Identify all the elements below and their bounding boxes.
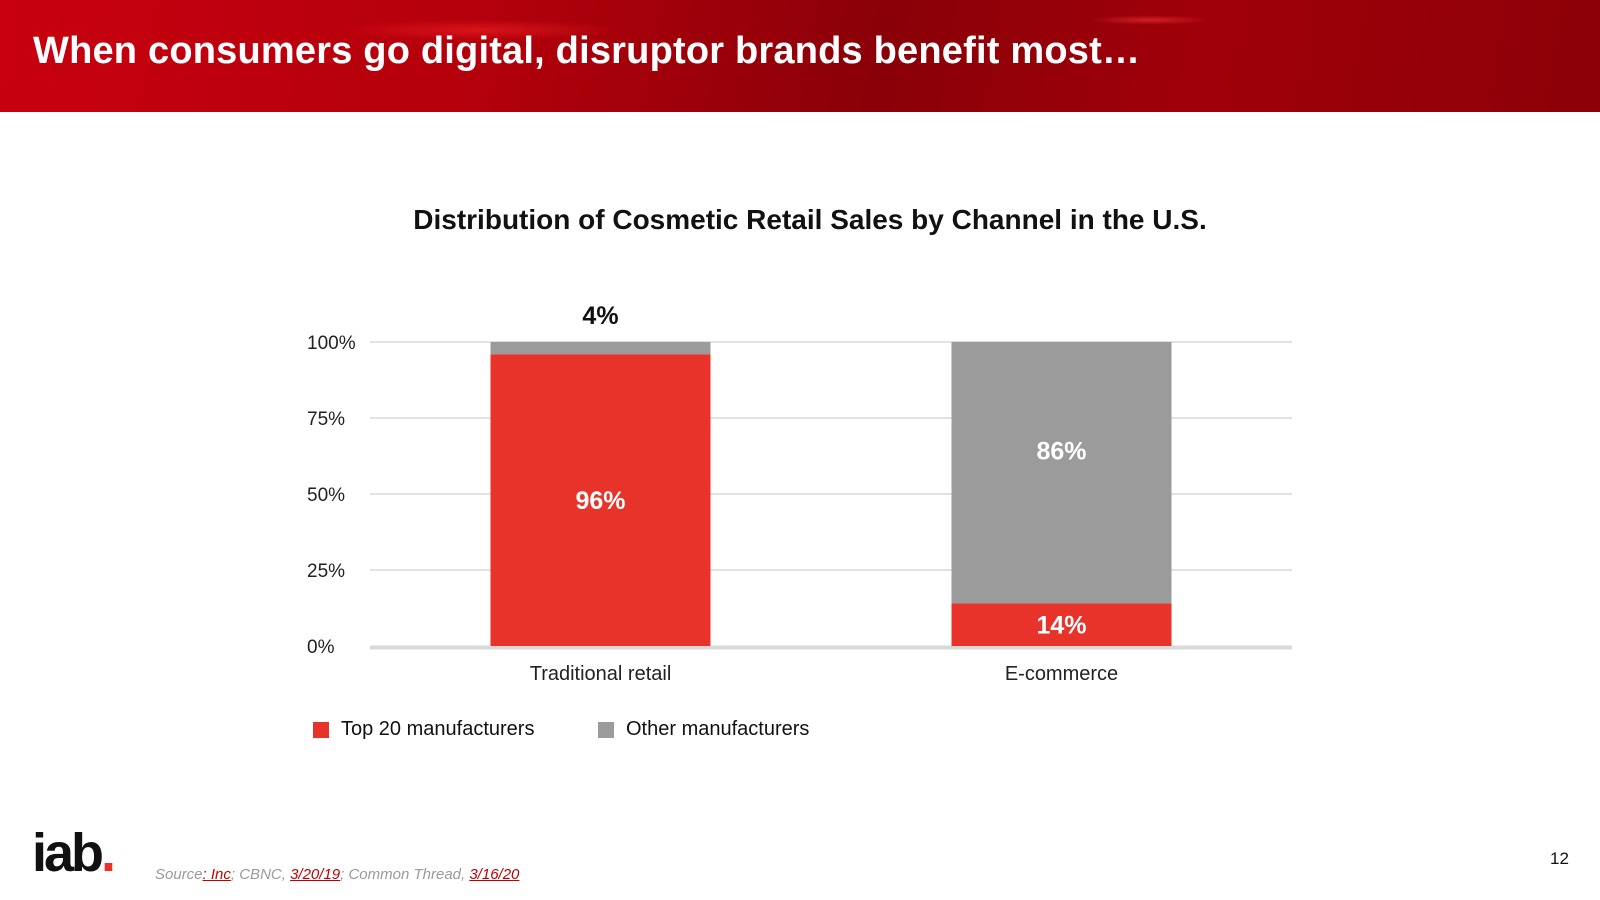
bar-other-1 [951,342,1172,604]
iab-logo: iab. [32,823,116,883]
legend-item-other: Other manufacturers [598,718,809,741]
legend-swatch-top20 [313,721,329,738]
y-tick-label: 75% [307,409,345,430]
legend-label-top20: Top 20 manufacturers [341,718,535,740]
source-link-inc[interactable]: : Inc [202,866,231,883]
x-category-label: E-commerce [1005,663,1118,685]
legend-item-top20: Top 20 manufacturers [313,718,534,741]
slide-header: When consumers go digital, disruptor bra… [0,0,1600,112]
source-link-commonthread-date[interactable]: 3/16/20 [469,866,520,883]
page-number: 12 [1550,849,1569,868]
legend-label-other: Other manufacturers [626,718,810,740]
chart-title: Distribution of Cosmetic Retail Sales by… [413,204,1207,235]
y-tick-label: 100% [307,333,356,354]
data-label: 86% [1036,438,1086,466]
bar-top20-0 [490,354,711,646]
legend-swatch-other [598,721,614,738]
data-label: 14% [1036,612,1086,640]
y-tick-label: 25% [307,561,345,582]
bar-top20-1 [951,603,1172,646]
source-link-cnbc-date[interactable]: 3/20/19 [290,866,341,883]
bar-other-0 [490,342,711,355]
x-category-label: Traditional retail [530,663,672,685]
data-label: 96% [575,487,625,515]
slide-title: When consumers go digital, disruptor bra… [33,30,1141,72]
data-label: 4% [582,302,618,330]
source-citation: Source: Inc; CBNC, 3/20/19; Common Threa… [155,866,520,883]
y-tick-label: 50% [307,485,345,506]
y-tick-label: 0% [307,637,335,658]
